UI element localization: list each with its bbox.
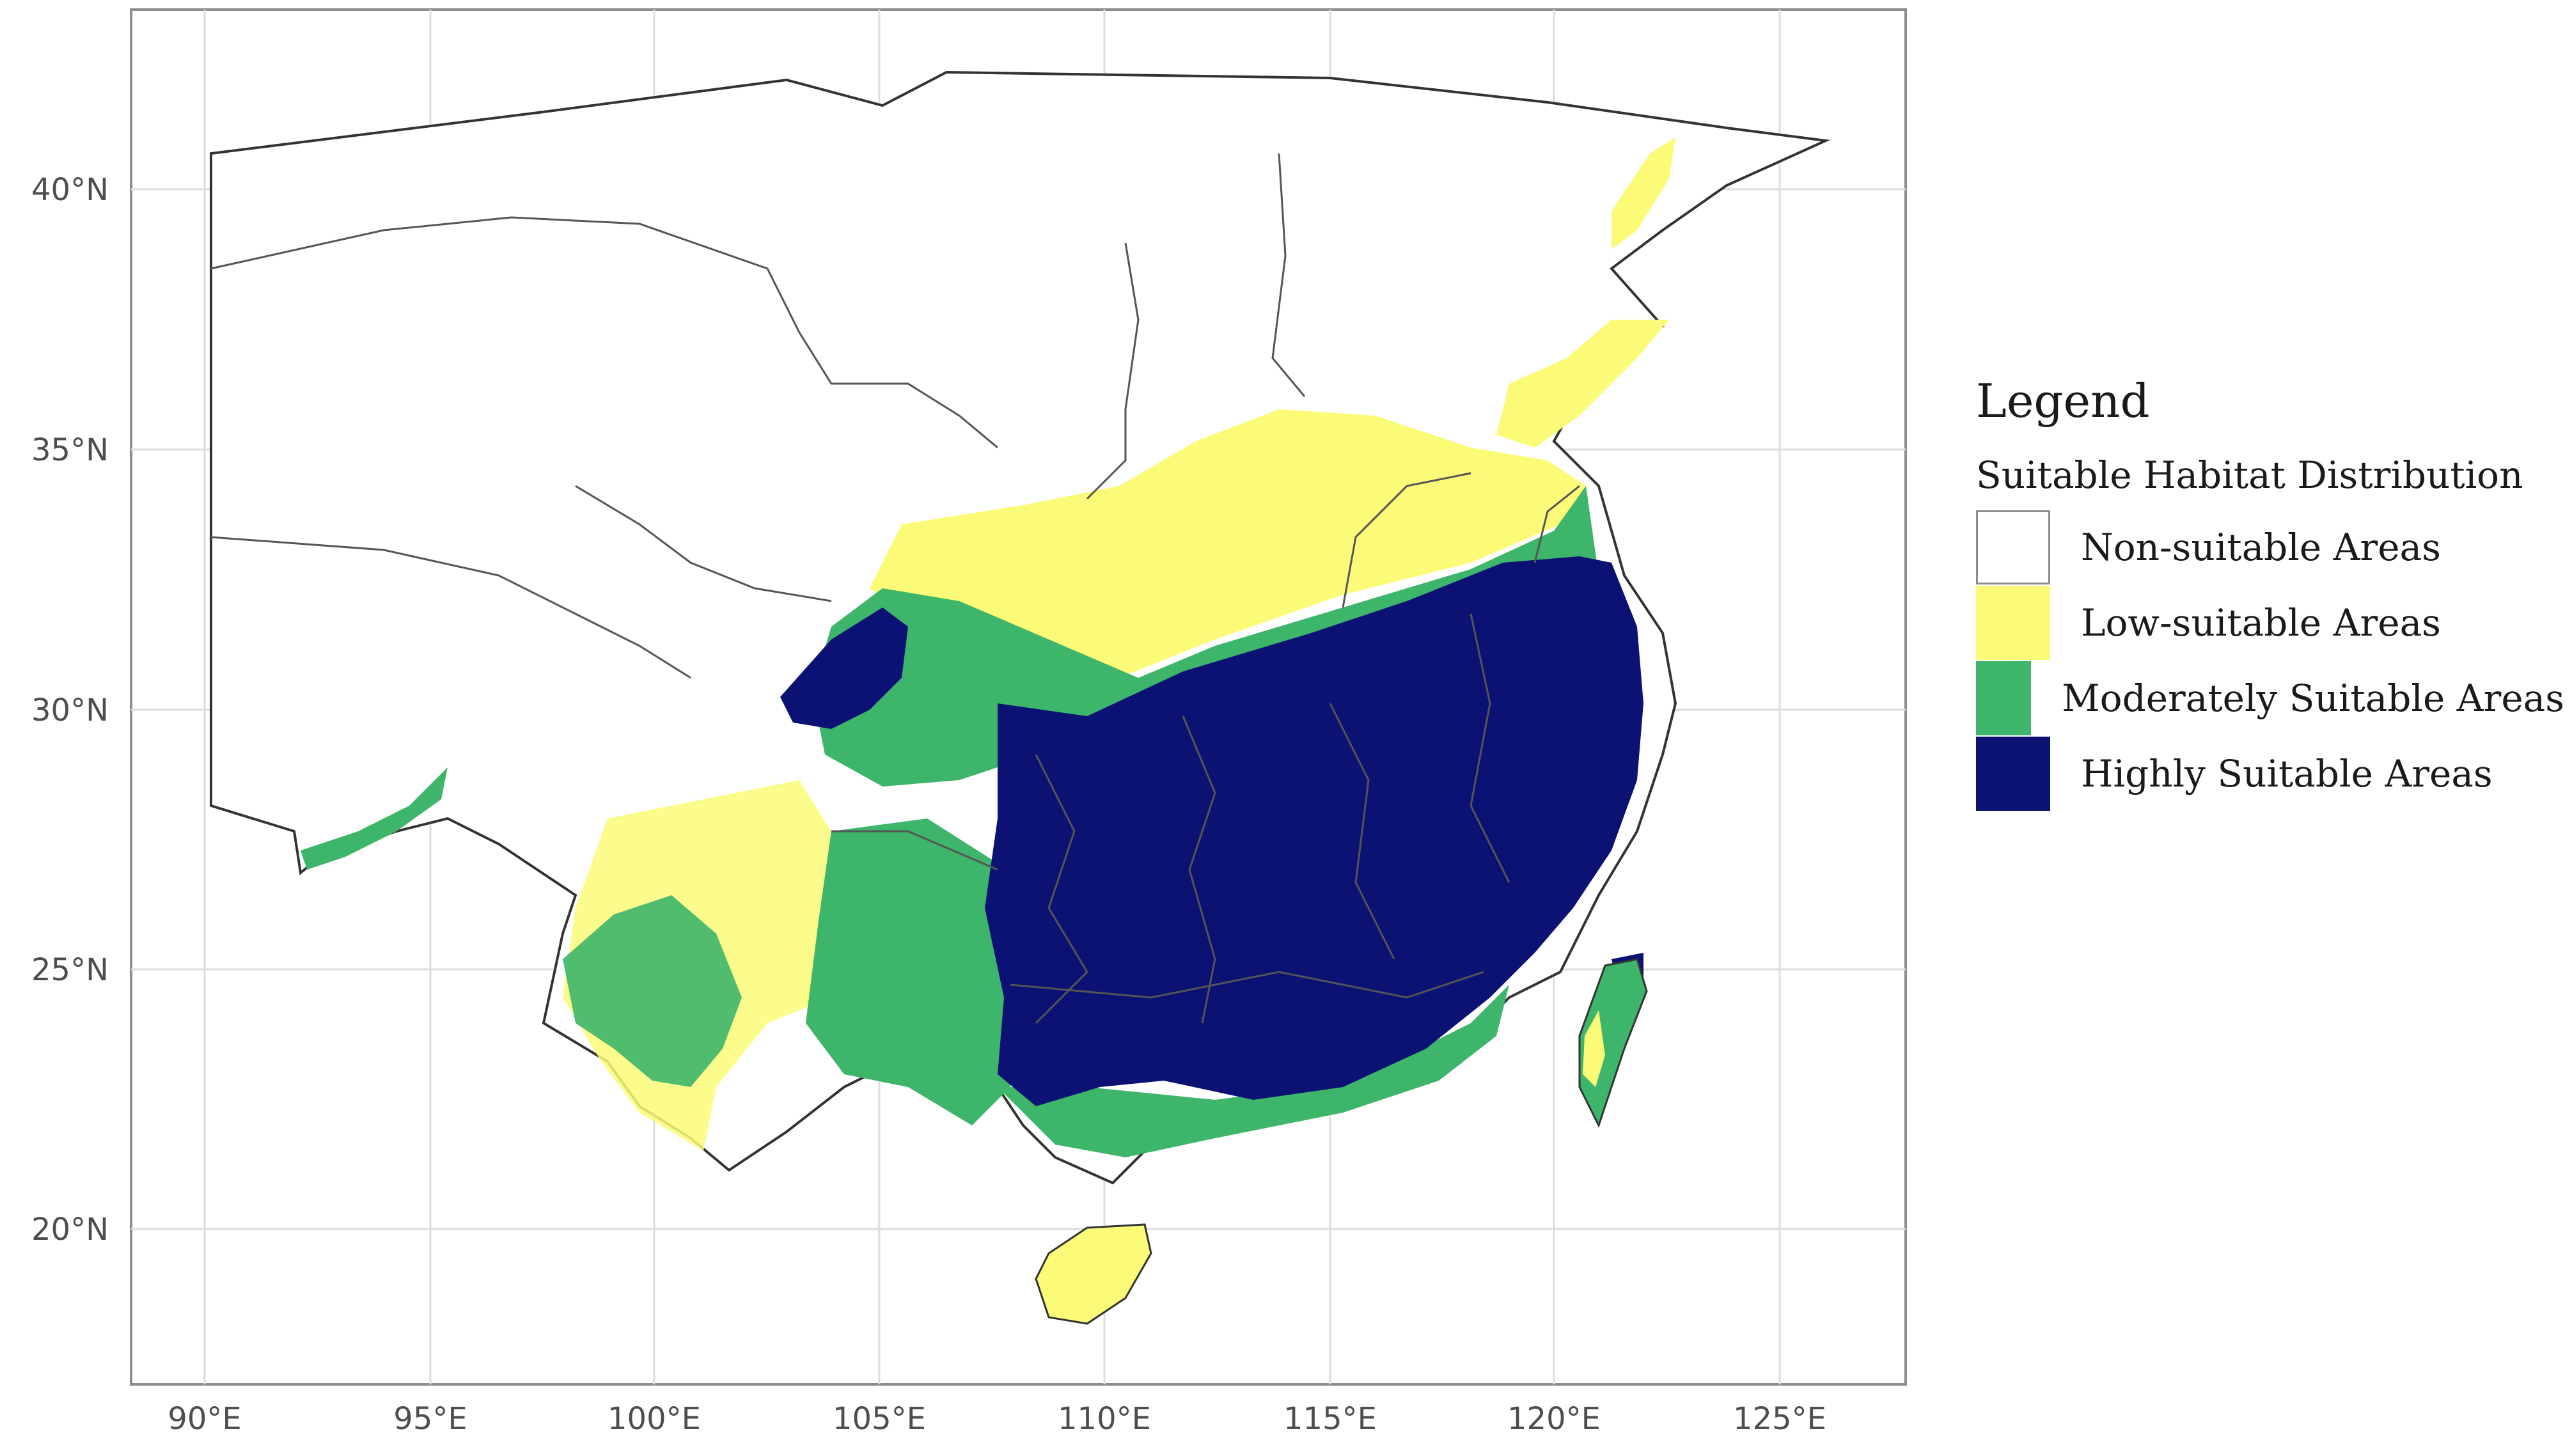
boundary-line (1329, 703, 1395, 960)
low-suitable-northeast (1496, 320, 1669, 448)
boundary-line (1182, 716, 1216, 1024)
boundary-line (1342, 472, 1471, 608)
legend-item-moderate-suitable: Moderately Suitable Areas (1976, 661, 2564, 736)
lat-tick-label: 35°N (31, 432, 109, 468)
lon-tick-label: 120°E (1507, 1401, 1601, 1437)
legend-swatch (1976, 661, 2032, 735)
legend-label: Moderately Suitable Areas (2062, 677, 2564, 720)
lon-tick-label: 125°E (1733, 1401, 1826, 1437)
moderate-suitable-yunnan (563, 895, 742, 1087)
lon-tick-label: 95°E (393, 1401, 467, 1437)
legend-swatch (1976, 510, 2050, 584)
boundary-line (831, 830, 998, 871)
legend-swatch (1976, 586, 2050, 660)
lat-tick-label: 30°N (31, 693, 109, 728)
boundary-line (210, 536, 691, 679)
low-suitable-hainan (1035, 1223, 1152, 1325)
low-suitable-liaoning (1611, 137, 1675, 249)
legend-subtitle: Suitable Habitat Distribution (1976, 453, 2523, 497)
boundary-line (1086, 242, 1140, 500)
boundary-line (210, 216, 801, 333)
boundary-line (1271, 153, 1306, 397)
boundary-line (1010, 971, 1484, 999)
legend-swatch (1976, 737, 2050, 811)
legend-label: Low-suitable Areas (2081, 601, 2441, 645)
lat-tick-label: 20°N (31, 1212, 109, 1248)
legend-item-non-suitable: Non-suitable Areas (1976, 510, 2564, 585)
boundary-line (798, 332, 998, 449)
boundary-line (575, 485, 832, 602)
lon-axis: 90°E 95°E 100°E 105°E 110°E 115°E 120°E … (168, 1401, 1826, 1437)
legend-item-low-suitable: Low-suitable Areas (1976, 585, 2564, 661)
lon-tick-label: 105°E (833, 1401, 926, 1437)
boundary-line (1533, 485, 1580, 563)
lon-tick-label: 100°E (608, 1401, 701, 1437)
provincial-boundaries (210, 153, 1580, 1024)
lon-tick-label: 115°E (1283, 1401, 1377, 1437)
lon-tick-label: 90°E (168, 1401, 241, 1437)
boundary-line (1470, 613, 1510, 883)
legend-label: Non-suitable Areas (2081, 526, 2441, 569)
legend-title: Legend (1976, 374, 2150, 428)
lat-tick-label: 40°N (31, 172, 109, 208)
lon-tick-label: 110°E (1058, 1401, 1151, 1437)
low-suitable-region (870, 409, 1586, 678)
legend-item-high-suitable: Highly Suitable Areas (1976, 736, 2564, 811)
lat-tick-label: 25°N (31, 952, 109, 988)
high-suitable-sichuan (780, 607, 908, 729)
moderate-suitable-tibet (301, 767, 448, 870)
legend-label: Highly Suitable Areas (2081, 752, 2493, 795)
legend: Legend Suitable Habitat Distribution Non… (1976, 374, 2564, 811)
boundary-line (1035, 754, 1088, 1024)
moderate-suitable-south (806, 818, 1023, 1125)
moderate-suitable-coast (998, 985, 1509, 1157)
lat-axis: 40°N 35°N 30°N 25°N 20°N (31, 172, 109, 1248)
high-suitable-region (985, 556, 1643, 1106)
taiwan-low-suitable (1583, 1010, 1605, 1087)
